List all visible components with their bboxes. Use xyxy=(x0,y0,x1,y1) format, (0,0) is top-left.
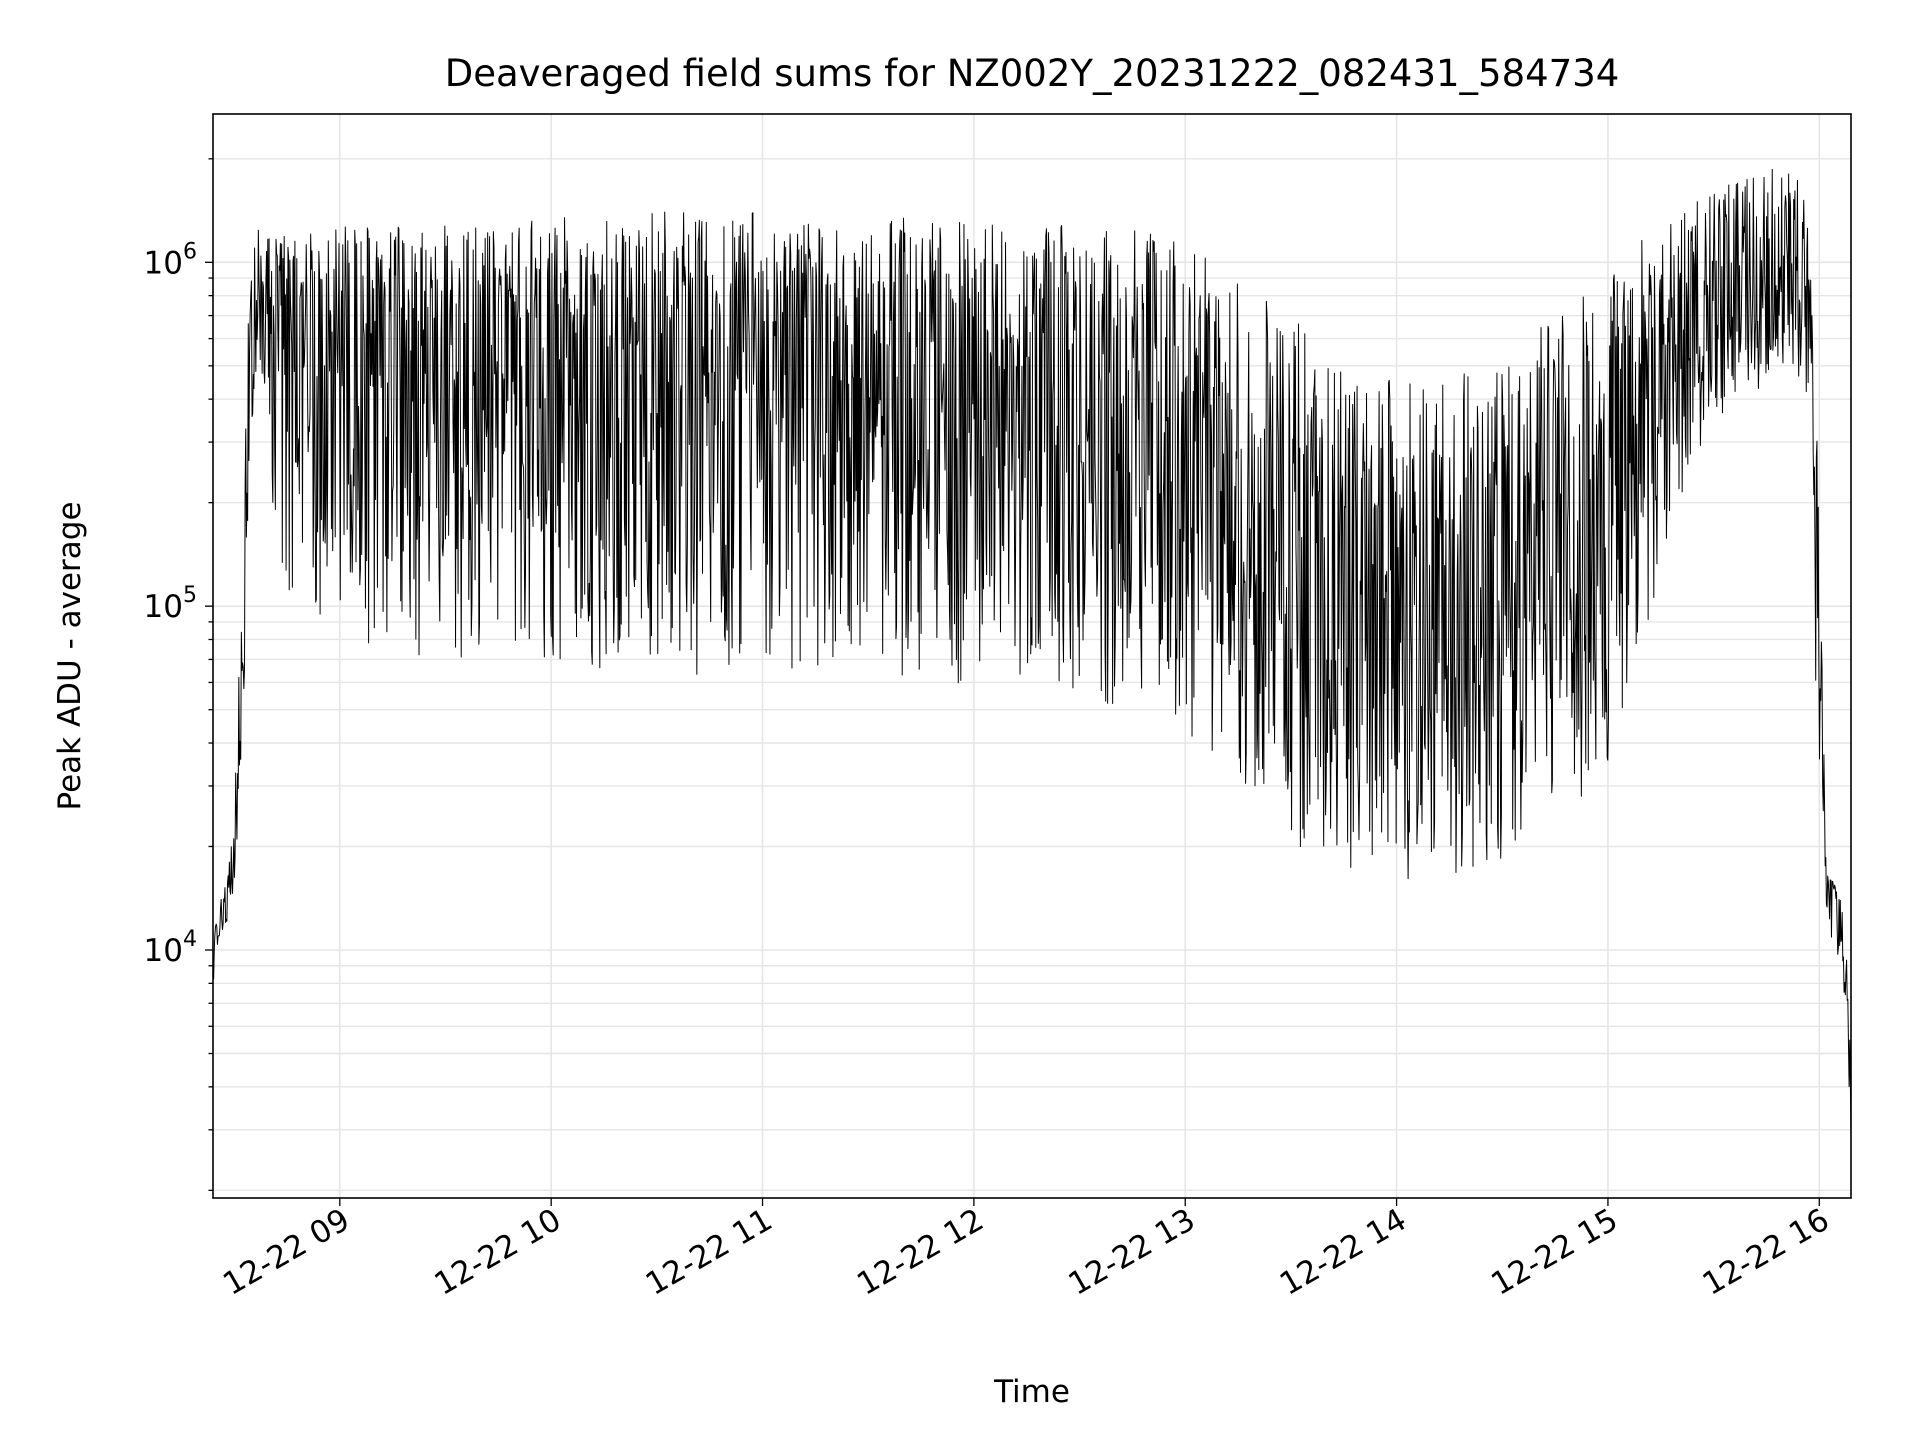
x-axis-label: Time xyxy=(993,1374,1070,1410)
y-tick-label: 105 xyxy=(144,583,197,625)
plot-frame xyxy=(212,113,1852,1199)
chart-title: Deaveraged field sums for NZ002Y_2023122… xyxy=(445,52,1620,95)
series-layer xyxy=(212,168,1852,1138)
series-line xyxy=(212,168,1852,1138)
y-tick-label: 104 xyxy=(144,927,197,969)
y-axis-label: Peak ADU - average xyxy=(52,501,88,810)
y-tick-label: 106 xyxy=(144,239,197,281)
